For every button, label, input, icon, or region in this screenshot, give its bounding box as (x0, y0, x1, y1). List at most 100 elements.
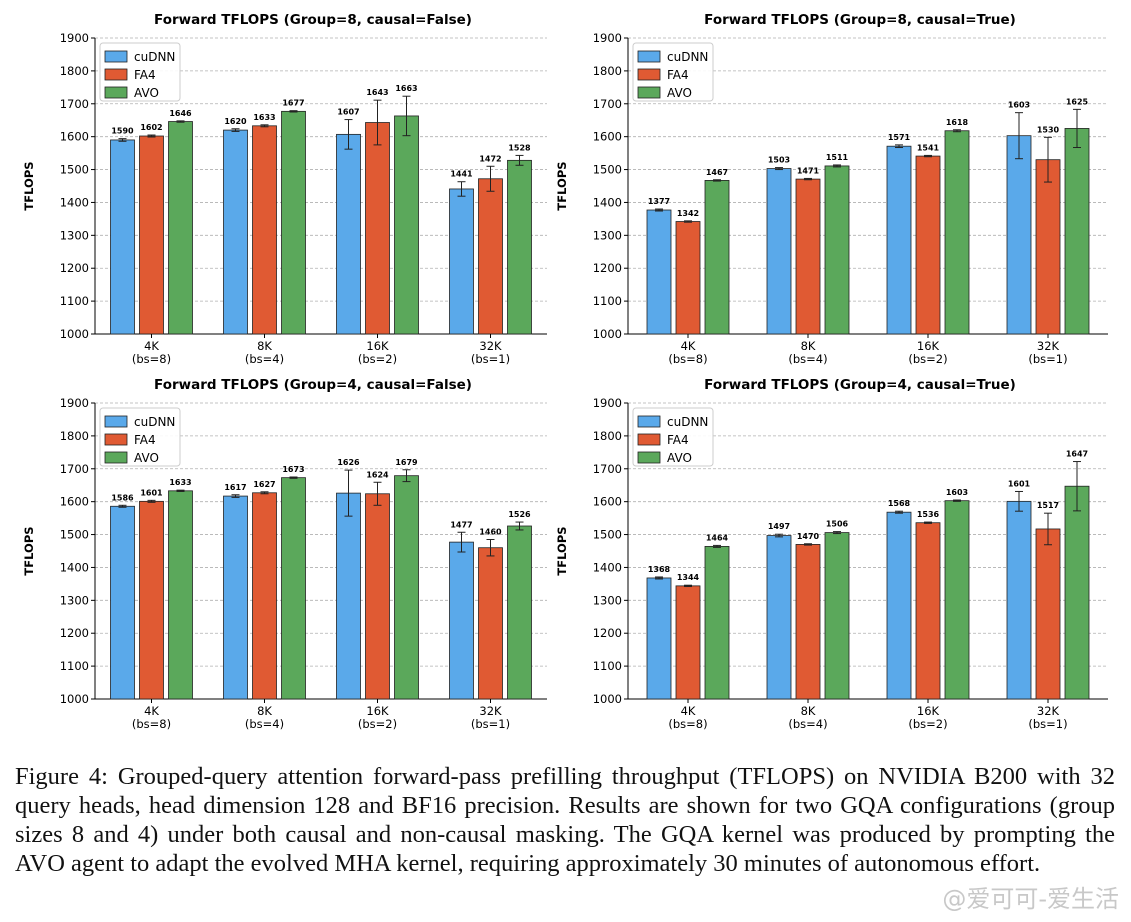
y-tick-label: 1300 (593, 593, 622, 607)
data-label: 1601 (140, 488, 163, 497)
y-tick-label: 1000 (593, 692, 622, 706)
x-tick-sublabel: (bs=8) (668, 717, 707, 731)
x-tick-sublabel: (bs=4) (245, 352, 284, 366)
legend-swatch-cudnn (104, 415, 128, 428)
data-label: 1602 (140, 123, 162, 132)
y-tick-label: 1000 (60, 327, 89, 341)
x-tick-label: 8K (257, 339, 272, 353)
data-label: 1536 (917, 510, 940, 519)
data-label: 1497 (768, 522, 790, 531)
bar-fa4 (478, 547, 503, 700)
data-label: 1368 (648, 565, 671, 574)
data-label: 1503 (768, 156, 790, 165)
y-tick-label: 1800 (60, 429, 89, 443)
y-tick-label: 1200 (593, 626, 622, 640)
y-tick-label: 1400 (60, 560, 89, 574)
x-tick-label: 32K (479, 704, 502, 718)
data-label: 1506 (826, 520, 849, 529)
data-label: 1627 (253, 480, 275, 489)
x-tick-label: 32K (479, 339, 502, 353)
legend-label-cudnn: cuDNN (134, 415, 175, 429)
legend-label-avo: AVO (667, 451, 692, 465)
y-tick-label: 1300 (60, 228, 89, 242)
legend-swatch-fa4 (637, 68, 661, 81)
y-tick-label: 1400 (593, 195, 622, 209)
bar-avo (281, 110, 306, 335)
bar-avo (1064, 128, 1090, 335)
bar-cudnn (110, 139, 135, 335)
bar-cudnn (646, 577, 672, 700)
data-label: 1511 (826, 153, 849, 162)
y-tick-label: 1000 (593, 327, 622, 341)
bar-avo (944, 130, 970, 335)
x-tick-sublabel: (bs=1) (1028, 352, 1067, 366)
x-tick-sublabel: (bs=8) (132, 717, 171, 731)
chart-panel-2: 1000 1100 1200 1300 1400 1500 1600 1700 1800 1900… (555, 12, 1108, 366)
y-tick-label: 1700 (593, 97, 622, 111)
y-tick-label: 1200 (593, 261, 622, 275)
bar-avo (168, 490, 193, 700)
y-axis-label: TFLOPS (22, 526, 36, 575)
x-tick-sublabel: (bs=4) (788, 717, 827, 731)
data-label: 1517 (1037, 501, 1059, 510)
y-tick-label: 1600 (60, 130, 89, 144)
y-tick-label: 1500 (60, 163, 89, 177)
bar-avo (1064, 485, 1090, 700)
bar-cudnn (336, 133, 361, 335)
chart-panel-4: 1000 1100 1200 1300 1400 1500 1600 1700 1800 1900… (555, 377, 1108, 731)
y-tick-label: 1800 (593, 64, 622, 78)
bar-cudnn (1006, 500, 1032, 700)
bar-fa4 (478, 178, 503, 335)
y-tick-label: 1500 (60, 528, 89, 542)
legend-label-fa4: FA4 (134, 433, 156, 447)
bar-fa4 (1035, 528, 1061, 700)
data-label: 1541 (917, 143, 940, 152)
x-tick-sublabel: (bs=2) (908, 717, 947, 731)
legend-label-cudnn: cuDNN (134, 50, 175, 64)
data-label: 1633 (169, 478, 191, 487)
data-label: 1603 (1008, 101, 1030, 110)
y-tick-label: 1600 (60, 495, 89, 509)
legend-swatch-cudnn (637, 415, 661, 428)
x-tick-label: 4K (144, 339, 159, 353)
bar-avo (704, 545, 730, 700)
chart-title: Forward TFLOPS (Group=4, causal=False) (154, 377, 472, 393)
legend-label-avo: AVO (134, 451, 159, 465)
data-label: 1643 (366, 88, 388, 97)
bar-fa4 (1035, 159, 1061, 335)
data-label: 1620 (224, 117, 247, 126)
chart-panel-3: 1000 1100 1200 1300 1400 1500 1600 1700 1800 1900… (22, 377, 547, 731)
x-tick-sublabel: (bs=2) (358, 352, 397, 366)
legend-label-cudnn: cuDNN (667, 415, 708, 429)
data-label: 1633 (253, 113, 275, 122)
bar-fa4 (139, 500, 164, 700)
x-tick-sublabel: (bs=4) (788, 352, 827, 366)
bar-avo (281, 477, 306, 700)
bar-fa4 (139, 135, 164, 335)
bar-cudnn (110, 505, 135, 700)
data-label: 1471 (797, 166, 820, 175)
bar-fa4 (795, 178, 821, 335)
bar-fa4 (365, 493, 390, 700)
bar-cudnn (766, 168, 792, 335)
data-label: 1677 (282, 99, 304, 108)
y-tick-label: 1800 (593, 429, 622, 443)
y-tick-label: 1700 (60, 97, 89, 111)
x-tick-sublabel: (bs=2) (358, 717, 397, 731)
y-tick-label: 1600 (593, 495, 622, 509)
x-tick-sublabel: (bs=8) (668, 352, 707, 366)
bar-cudnn (223, 495, 248, 700)
data-label: 1603 (946, 488, 968, 497)
data-label: 1590 (111, 127, 134, 136)
y-tick-label: 1300 (593, 228, 622, 242)
x-tick-label: 32K (1037, 339, 1060, 353)
data-label: 1470 (797, 532, 820, 541)
data-label: 1617 (224, 483, 246, 492)
data-label: 1528 (508, 143, 531, 152)
x-tick-label: 8K (801, 339, 816, 353)
data-label: 1342 (677, 209, 699, 218)
data-label: 1460 (479, 527, 502, 536)
data-label: 1526 (508, 510, 531, 519)
y-tick-label: 1400 (60, 195, 89, 209)
data-label: 1441 (450, 170, 473, 179)
